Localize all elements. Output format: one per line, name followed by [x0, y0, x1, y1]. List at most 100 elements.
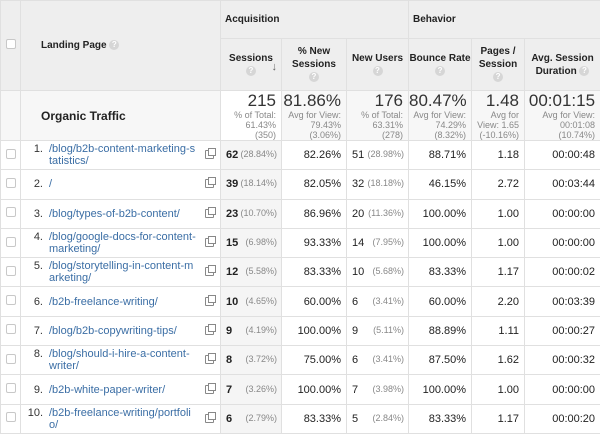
- select-all-cell: [1, 1, 21, 91]
- row-checkbox[interactable]: [6, 178, 16, 188]
- row-select-cell: [1, 170, 21, 199]
- sort-down-icon[interactable]: ↓: [272, 61, 278, 74]
- new-users-cell: 14(7.95%): [347, 228, 409, 257]
- summary-value: 81.86%: [282, 92, 341, 110]
- open-external-icon[interactable]: [205, 209, 214, 218]
- landing-page-link[interactable]: /blog/b2b-content-marketing-statistics/: [49, 143, 197, 167]
- sessions-value: 62: [226, 149, 240, 161]
- row-checkbox[interactable]: [6, 149, 16, 159]
- row-index: 9.: [25, 384, 49, 396]
- row-index: 7.: [25, 325, 49, 337]
- open-external-icon[interactable]: [205, 238, 214, 247]
- new-users-cell: 32(18.18%): [347, 170, 409, 199]
- sessions-cell: 62(28.84%): [221, 141, 282, 170]
- sessions-header[interactable]: Sessions? ↓: [221, 39, 282, 91]
- sessions-percent: (5.58%): [245, 266, 277, 278]
- new-users-value: 6: [352, 296, 370, 308]
- bounce-rate-cell: 88.89%: [409, 316, 472, 345]
- open-external-icon[interactable]: [205, 267, 214, 276]
- sessions-percent: (2.79%): [245, 413, 277, 425]
- row-checkbox[interactable]: [6, 383, 16, 393]
- new-users-header[interactable]: New Users?: [347, 39, 409, 91]
- row-select-cell: [1, 228, 21, 257]
- avg-duration-cell: 00:00:32: [525, 346, 600, 375]
- open-external-icon[interactable]: [205, 326, 214, 335]
- landing-page-label: Landing Page: [41, 40, 107, 51]
- new-users-percent: (2.84%): [373, 413, 405, 425]
- new-sessions-header[interactable]: % New Sessions?: [282, 39, 347, 91]
- open-external-icon[interactable]: [205, 385, 214, 394]
- landing-page-cell: 7./blog/b2b-copywriting-tips/: [21, 316, 221, 345]
- sessions-label: Sessions: [229, 53, 273, 64]
- row-checkbox[interactable]: [6, 412, 16, 422]
- row-checkbox[interactable]: [6, 295, 16, 305]
- summary-note: (350): [221, 130, 276, 140]
- help-icon[interactable]: ?: [246, 66, 256, 76]
- new-users-percent: (5.68%): [373, 266, 405, 278]
- help-icon[interactable]: ?: [493, 72, 503, 82]
- sessions-percent: (3.72%): [245, 354, 277, 366]
- help-icon[interactable]: ?: [109, 40, 119, 50]
- row-checkbox[interactable]: [6, 207, 16, 217]
- landing-page-link[interactable]: /: [49, 178, 197, 190]
- row-checkbox[interactable]: [6, 354, 16, 364]
- bounce-rate-label: Bounce Rate: [409, 53, 470, 64]
- sessions-cell: 15(6.98%): [221, 228, 282, 257]
- row-checkbox[interactable]: [6, 266, 16, 276]
- landing-page-cell: 10./b2b-freelance-writing/portfolio/: [21, 404, 221, 433]
- new-users-percent: (3.41%): [373, 296, 405, 308]
- row-select-cell: [1, 287, 21, 316]
- table-row: 1./blog/b2b-content-marketing-statistics…: [1, 141, 600, 170]
- summary-blank: [1, 91, 21, 141]
- open-external-icon[interactable]: [205, 150, 214, 159]
- bounce-rate-cell: 100.00%: [409, 228, 472, 257]
- landing-page-cell: 4./blog/google-docs-for-content-marketin…: [21, 228, 221, 257]
- landing-page-link[interactable]: /blog/b2b-copywriting-tips/: [49, 325, 197, 337]
- pages-session-header[interactable]: Pages / Session?: [472, 39, 525, 91]
- bounce-rate-cell: 60.00%: [409, 287, 472, 316]
- open-external-icon[interactable]: [205, 297, 214, 306]
- pages-session-cell: 1.17: [472, 258, 525, 287]
- new-users-cell: 51(28.98%): [347, 141, 409, 170]
- table-row: 5./blog/storytelling-in-content-marketin…: [1, 258, 600, 287]
- sessions-percent: (6.98%): [245, 237, 277, 249]
- help-icon[interactable]: ?: [309, 72, 319, 82]
- row-index: 3.: [25, 208, 49, 220]
- pages-session-cell: 2.72: [472, 170, 525, 199]
- landing-page-cell: 3./blog/types-of-b2b-content/: [21, 199, 221, 228]
- summary-note: Avg for View:: [409, 110, 466, 120]
- pages-session-cell: 1.62: [472, 346, 525, 375]
- landing-page-link[interactable]: /b2b-freelance-writing/: [49, 296, 197, 308]
- select-all-checkbox[interactable]: [6, 39, 16, 49]
- row-index: 2.: [25, 178, 49, 190]
- new-users-percent: (11.36%): [368, 208, 404, 220]
- row-index: 5.: [25, 260, 49, 272]
- help-icon[interactable]: ?: [435, 66, 445, 76]
- open-external-icon[interactable]: [205, 179, 214, 188]
- row-checkbox[interactable]: [6, 324, 16, 334]
- open-external-icon[interactable]: [205, 414, 214, 423]
- avg-duration-header[interactable]: Avg. Session Duration ?: [525, 39, 600, 91]
- pages-session-cell: 1.18: [472, 141, 525, 170]
- row-checkbox[interactable]: [6, 237, 16, 247]
- sessions-cell: 23(10.70%): [221, 199, 282, 228]
- landing-page-header[interactable]: Landing Page ?: [21, 1, 221, 91]
- new-users-value: 9: [352, 325, 370, 337]
- landing-page-link[interactable]: /blog/types-of-b2b-content/: [49, 208, 197, 220]
- help-icon[interactable]: ?: [373, 66, 383, 76]
- bounce-rate-cell: 100.00%: [409, 199, 472, 228]
- sessions-value: 39: [226, 178, 240, 190]
- row-select-cell: [1, 404, 21, 433]
- landing-page-link[interactable]: /blog/should-i-hire-a-content-writer/: [49, 348, 197, 372]
- landing-page-link[interactable]: /blog/google-docs-for-content-marketing/: [49, 231, 197, 255]
- landing-page-link[interactable]: /b2b-freelance-writing/portfolio/: [49, 407, 197, 431]
- landing-page-cell: 6./b2b-freelance-writing/: [21, 287, 221, 316]
- open-external-icon[interactable]: [205, 355, 214, 364]
- row-index: 4.: [25, 231, 49, 243]
- help-icon[interactable]: ?: [579, 66, 589, 76]
- bounce-rate-header[interactable]: Bounce Rate?: [409, 39, 472, 91]
- landing-page-link[interactable]: /b2b-white-paper-writer/: [49, 384, 197, 396]
- bounce-rate-cell: 87.50%: [409, 346, 472, 375]
- landing-page-link[interactable]: /blog/storytelling-in-content-marketing/: [49, 260, 197, 284]
